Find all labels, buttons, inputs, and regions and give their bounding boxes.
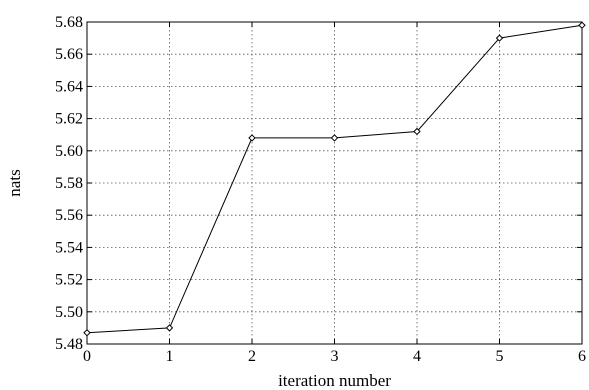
y-tick-labels: 5.48 5.50 5.52 5.54 5.56 5.58 5.60 5.62 5.64 5.66… [55,14,83,353]
y-tick-label: 5.52 [55,272,83,289]
x-tick-label: 1 [166,348,174,365]
y-tick-label: 5.66 [55,46,83,63]
x-axis-title: iteration number [278,371,391,390]
y-tick-label: 5.64 [55,78,83,95]
x-tick-label: 0 [83,348,91,365]
data-point [248,134,256,142]
data-point [413,127,421,136]
y-tick-label: 5.68 [55,14,83,31]
data-point [578,21,586,29]
y-tick-label: 5.58 [55,175,83,192]
data-point [495,34,504,42]
y-tick-label: 5.62 [55,111,83,128]
data-points [83,21,586,337]
x-tick-label: 4 [413,348,421,365]
data-point [165,324,174,332]
y-tick-label: 5.56 [55,207,83,224]
y-tick-label: 5.50 [55,304,83,321]
x-tick-label: 5 [496,348,504,365]
grid-lines [86,21,583,345]
data-point [83,329,91,337]
x-tick-label: 6 [578,348,586,365]
y-tick-label: 5.60 [55,143,83,160]
y-tick-label: 5.48 [55,336,83,353]
data-point [330,134,339,142]
x-tick-label: 3 [331,348,339,365]
y-tick-label: 5.54 [55,239,83,256]
x-tick-labels: 0 1 2 3 4 5 6 [83,348,586,365]
x-tick-label: 2 [248,348,256,365]
y-axis-title: nats [5,169,24,196]
